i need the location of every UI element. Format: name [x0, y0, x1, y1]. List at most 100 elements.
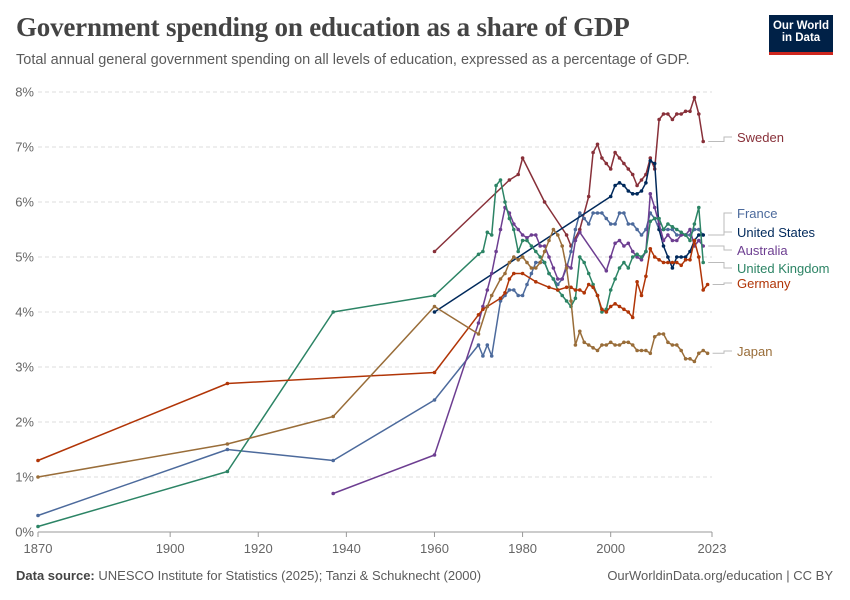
- data-point[interactable]: [688, 238, 692, 243]
- data-point[interactable]: [697, 238, 701, 243]
- data-point[interactable]: [644, 181, 648, 185]
- data-point[interactable]: [225, 469, 230, 474]
- data-point[interactable]: [608, 288, 613, 292]
- data-point[interactable]: [630, 192, 635, 196]
- series-label-australia[interactable]: Australia: [737, 243, 788, 258]
- data-point[interactable]: [648, 351, 653, 356]
- data-point[interactable]: [432, 398, 437, 402]
- data-point[interactable]: [507, 216, 512, 221]
- data-point[interactable]: [538, 260, 542, 265]
- data-point[interactable]: [701, 288, 705, 292]
- data-point[interactable]: [516, 293, 520, 298]
- data-point[interactable]: [578, 329, 582, 334]
- data-point[interactable]: [635, 348, 639, 353]
- data-point[interactable]: [630, 255, 635, 259]
- data-point[interactable]: [578, 230, 582, 235]
- data-point[interactable]: [630, 315, 635, 320]
- data-point[interactable]: [432, 293, 437, 298]
- data-point[interactable]: [688, 109, 692, 114]
- data-point[interactable]: [617, 181, 622, 185]
- data-point[interactable]: [675, 227, 679, 232]
- data-point[interactable]: [600, 211, 604, 215]
- data-point[interactable]: [503, 291, 507, 295]
- data-point[interactable]: [529, 266, 534, 270]
- data-point[interactable]: [705, 351, 710, 356]
- data-point[interactable]: [595, 142, 600, 147]
- data-point[interactable]: [529, 244, 534, 248]
- data-point[interactable]: [569, 249, 573, 254]
- data-point[interactable]: [604, 216, 609, 221]
- data-point[interactable]: [639, 178, 644, 182]
- data-point[interactable]: [622, 340, 626, 345]
- data-point[interactable]: [538, 255, 542, 259]
- data-point[interactable]: [692, 222, 697, 226]
- data-point[interactable]: [635, 192, 639, 196]
- data-point[interactable]: [688, 258, 692, 262]
- data-point[interactable]: [670, 266, 675, 270]
- data-point[interactable]: [657, 117, 661, 122]
- data-point[interactable]: [661, 260, 666, 265]
- data-point[interactable]: [432, 370, 437, 375]
- data-point[interactable]: [586, 271, 591, 276]
- data-point[interactable]: [648, 156, 653, 160]
- data-point[interactable]: [36, 458, 40, 463]
- data-point[interactable]: [512, 271, 516, 276]
- data-point[interactable]: [608, 222, 613, 226]
- data-point[interactable]: [692, 359, 697, 364]
- data-point[interactable]: [432, 304, 437, 309]
- data-point[interactable]: [675, 233, 679, 237]
- data-point[interactable]: [639, 255, 644, 259]
- data-point[interactable]: [331, 310, 336, 314]
- footer-link[interactable]: OurWorldinData.org/education | CC BY: [607, 568, 833, 583]
- data-point[interactable]: [626, 340, 631, 345]
- data-point[interactable]: [608, 167, 613, 171]
- data-point[interactable]: [608, 194, 613, 199]
- data-point[interactable]: [529, 271, 534, 276]
- owid-logo[interactable]: Our World in Data: [769, 15, 833, 55]
- data-point[interactable]: [225, 381, 230, 386]
- data-point[interactable]: [679, 255, 683, 259]
- data-point[interactable]: [683, 109, 688, 114]
- data-point[interactable]: [520, 293, 525, 298]
- data-point[interactable]: [476, 343, 481, 347]
- data-point[interactable]: [538, 244, 542, 248]
- series-germany[interactable]: [36, 238, 710, 463]
- data-point[interactable]: [670, 117, 675, 122]
- data-point[interactable]: [485, 230, 490, 235]
- data-point[interactable]: [622, 260, 626, 265]
- data-point[interactable]: [476, 321, 481, 325]
- data-point[interactable]: [534, 233, 538, 237]
- data-point[interactable]: [661, 238, 666, 243]
- data-point[interactable]: [573, 238, 578, 243]
- data-point[interactable]: [679, 230, 683, 235]
- data-point[interactable]: [635, 255, 639, 259]
- data-point[interactable]: [520, 255, 525, 259]
- data-point[interactable]: [551, 266, 556, 270]
- data-point[interactable]: [675, 255, 679, 259]
- data-point[interactable]: [697, 255, 701, 259]
- data-point[interactable]: [512, 255, 516, 259]
- data-point[interactable]: [569, 285, 573, 290]
- data-point[interactable]: [635, 252, 639, 257]
- data-point[interactable]: [657, 216, 661, 221]
- data-point[interactable]: [36, 475, 40, 479]
- data-point[interactable]: [652, 335, 657, 339]
- data-point[interactable]: [507, 260, 512, 265]
- data-point[interactable]: [600, 310, 604, 314]
- data-point[interactable]: [635, 227, 639, 232]
- data-point[interactable]: [432, 249, 437, 254]
- data-point[interactable]: [582, 260, 586, 265]
- data-point[interactable]: [560, 293, 564, 298]
- data-point[interactable]: [666, 227, 670, 232]
- data-point[interactable]: [670, 225, 675, 229]
- data-point[interactable]: [547, 271, 551, 276]
- data-point[interactable]: [670, 238, 675, 243]
- series-label-sweden[interactable]: Sweden: [737, 130, 784, 145]
- data-point[interactable]: [578, 211, 582, 215]
- series-australia[interactable]: [331, 192, 705, 496]
- data-point[interactable]: [630, 249, 635, 254]
- data-point[interactable]: [507, 277, 512, 281]
- series-label-germany[interactable]: Germany: [737, 276, 791, 291]
- data-point[interactable]: [591, 150, 595, 155]
- data-point[interactable]: [644, 249, 648, 254]
